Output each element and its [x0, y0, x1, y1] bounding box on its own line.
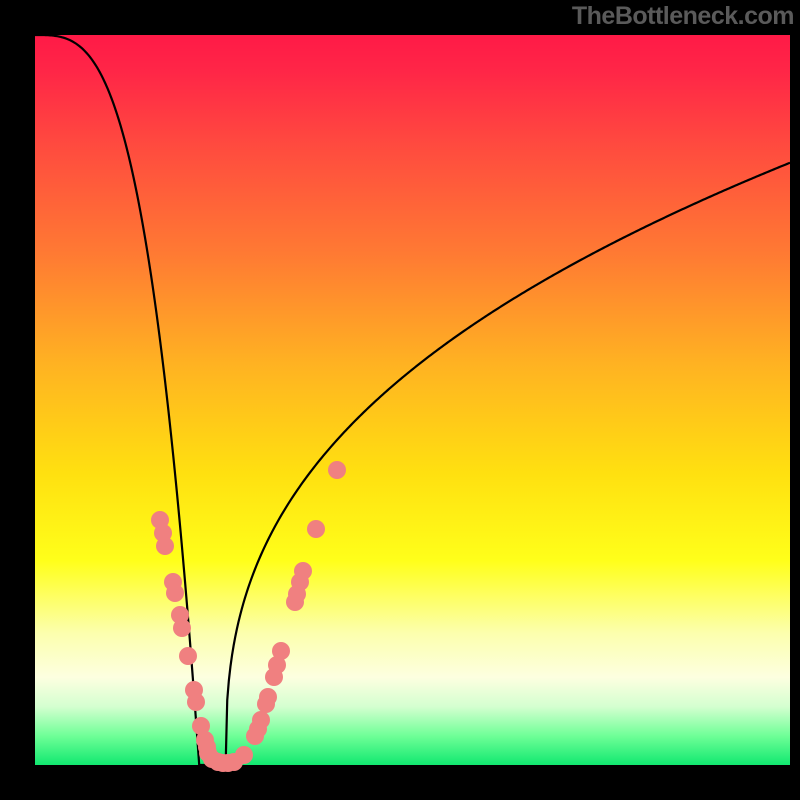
data-marker — [235, 746, 253, 764]
data-marker — [294, 562, 312, 580]
plot-background-gradient — [35, 35, 790, 765]
chart-container: TheBottleneck.com — [0, 0, 800, 800]
data-marker — [259, 688, 277, 706]
data-marker — [179, 647, 197, 665]
data-marker — [166, 584, 184, 602]
data-marker — [156, 537, 174, 555]
data-marker — [328, 461, 346, 479]
chart-svg — [0, 0, 800, 800]
watermark-text: TheBottleneck.com — [572, 2, 794, 31]
data-marker — [307, 520, 325, 538]
data-marker — [173, 619, 191, 637]
data-marker — [252, 711, 270, 729]
data-marker — [187, 693, 205, 711]
data-marker — [272, 642, 290, 660]
